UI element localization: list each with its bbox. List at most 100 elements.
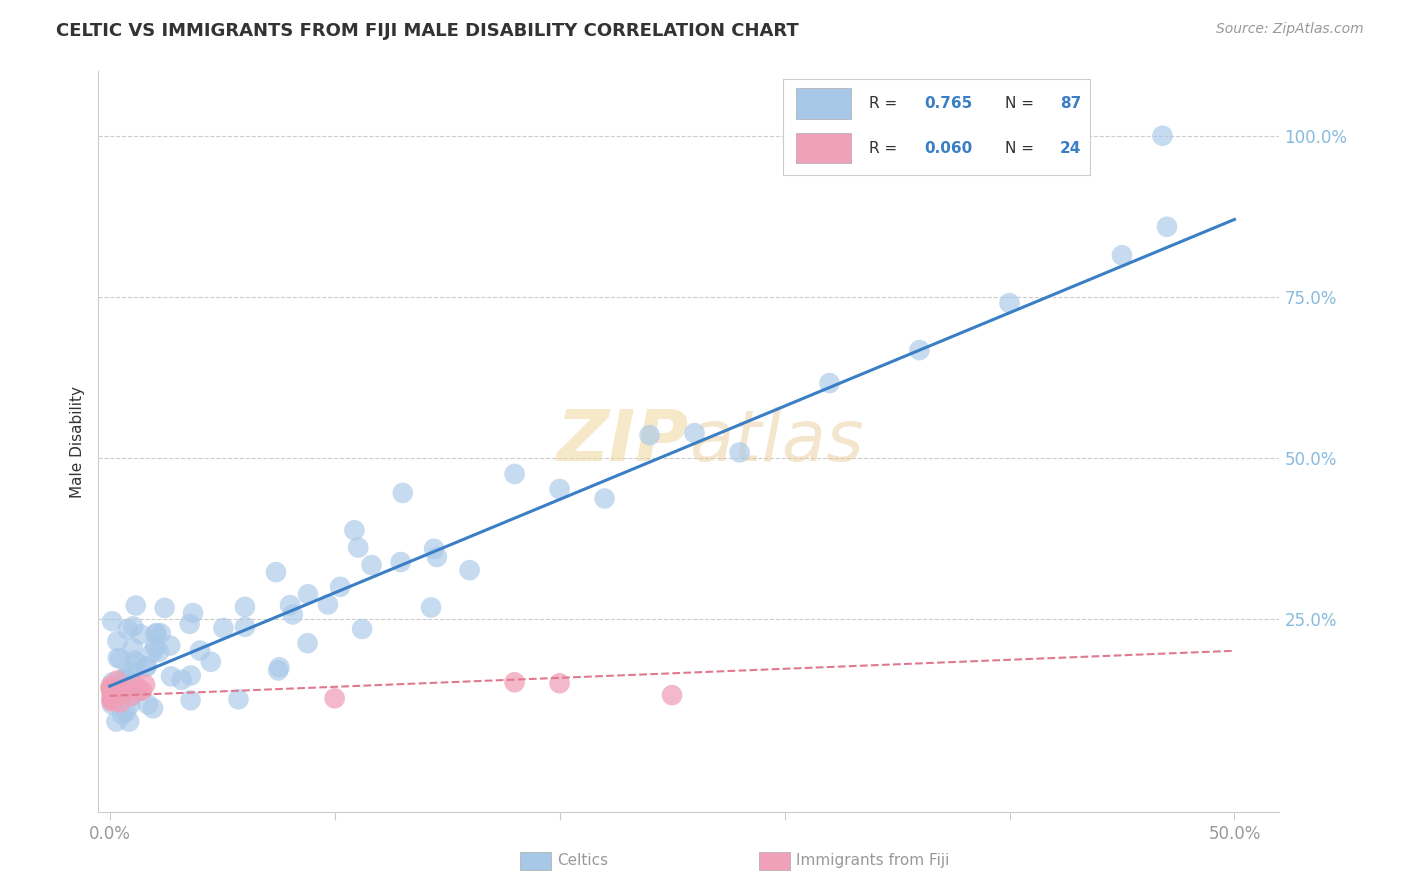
Point bbox=[107, 681, 129, 695]
Point bbox=[360, 558, 382, 572]
Point bbox=[228, 692, 250, 706]
Point bbox=[264, 565, 287, 579]
Point bbox=[100, 681, 122, 696]
Point bbox=[136, 659, 159, 673]
Point bbox=[181, 606, 204, 620]
Point bbox=[426, 549, 449, 564]
Point bbox=[107, 651, 129, 665]
Point bbox=[179, 616, 201, 631]
Point bbox=[329, 580, 352, 594]
Point bbox=[134, 678, 156, 692]
Point bbox=[728, 445, 751, 459]
Point bbox=[131, 683, 153, 698]
Point bbox=[110, 652, 132, 666]
Point bbox=[120, 690, 142, 704]
Point bbox=[170, 673, 193, 687]
Point bbox=[103, 691, 125, 706]
Point bbox=[100, 694, 122, 708]
Point bbox=[153, 600, 176, 615]
Point bbox=[124, 653, 146, 667]
Text: Source: ZipAtlas.com: Source: ZipAtlas.com bbox=[1216, 22, 1364, 37]
Point bbox=[548, 482, 571, 496]
Point bbox=[120, 675, 142, 690]
Point bbox=[683, 426, 706, 441]
Point bbox=[135, 660, 157, 674]
Point bbox=[111, 707, 134, 722]
Point bbox=[101, 614, 124, 628]
Point bbox=[503, 467, 526, 481]
Point bbox=[458, 563, 481, 577]
Point bbox=[118, 714, 141, 729]
Point bbox=[297, 587, 319, 601]
Point bbox=[212, 621, 235, 635]
Point bbox=[114, 672, 136, 686]
Point bbox=[105, 673, 128, 688]
Text: atlas: atlas bbox=[689, 407, 863, 476]
Point bbox=[180, 668, 202, 682]
Point bbox=[297, 636, 319, 650]
Point bbox=[107, 687, 129, 701]
Point bbox=[278, 598, 301, 612]
Text: Immigrants from Fiji: Immigrants from Fiji bbox=[796, 854, 949, 868]
Point bbox=[548, 676, 571, 690]
Point bbox=[107, 634, 129, 648]
Point bbox=[420, 600, 443, 615]
Point bbox=[1111, 248, 1133, 262]
Point bbox=[343, 523, 366, 537]
Point bbox=[127, 681, 149, 696]
Point bbox=[100, 679, 122, 693]
Point bbox=[110, 686, 132, 700]
Point bbox=[316, 598, 339, 612]
Point bbox=[141, 645, 163, 659]
Point bbox=[101, 698, 124, 712]
Point bbox=[105, 714, 128, 729]
Point bbox=[101, 684, 124, 698]
Point bbox=[145, 626, 167, 640]
Point bbox=[127, 683, 149, 698]
Point bbox=[118, 677, 141, 691]
Point bbox=[103, 692, 125, 706]
Point bbox=[159, 639, 181, 653]
Point bbox=[108, 696, 131, 710]
Point bbox=[142, 701, 165, 715]
Point bbox=[347, 541, 370, 555]
Point bbox=[233, 620, 256, 634]
Point bbox=[352, 622, 374, 636]
Point bbox=[323, 691, 346, 706]
Text: ZIP: ZIP bbox=[557, 407, 689, 476]
Point bbox=[110, 685, 132, 699]
Point bbox=[423, 541, 446, 556]
Point bbox=[112, 671, 135, 685]
Point bbox=[149, 626, 172, 640]
Point bbox=[818, 376, 841, 390]
Y-axis label: Male Disability: Male Disability bbox=[70, 385, 86, 498]
Point bbox=[101, 675, 124, 690]
Point bbox=[124, 679, 146, 693]
Point bbox=[100, 692, 122, 706]
Point bbox=[115, 705, 138, 719]
Point bbox=[391, 486, 413, 500]
Point bbox=[998, 296, 1021, 310]
Text: CELTIC VS IMMIGRANTS FROM FIJI MALE DISABILITY CORRELATION CHART: CELTIC VS IMMIGRANTS FROM FIJI MALE DISA… bbox=[56, 22, 799, 40]
Point bbox=[121, 665, 143, 679]
Point bbox=[908, 343, 931, 357]
Point bbox=[117, 623, 139, 637]
Point bbox=[269, 660, 291, 674]
Point bbox=[107, 684, 129, 698]
Point bbox=[593, 491, 616, 506]
Point bbox=[389, 555, 412, 569]
Point bbox=[1152, 128, 1174, 143]
Point bbox=[121, 676, 143, 690]
Point bbox=[101, 688, 124, 702]
Point bbox=[114, 682, 136, 697]
Point bbox=[115, 683, 138, 698]
Point bbox=[122, 641, 145, 656]
Point bbox=[114, 674, 136, 689]
Point bbox=[100, 688, 122, 702]
Point bbox=[1156, 219, 1178, 234]
Point bbox=[129, 627, 152, 641]
Point bbox=[125, 656, 148, 670]
Point bbox=[188, 643, 211, 657]
Point bbox=[233, 599, 256, 614]
Point bbox=[180, 693, 202, 707]
